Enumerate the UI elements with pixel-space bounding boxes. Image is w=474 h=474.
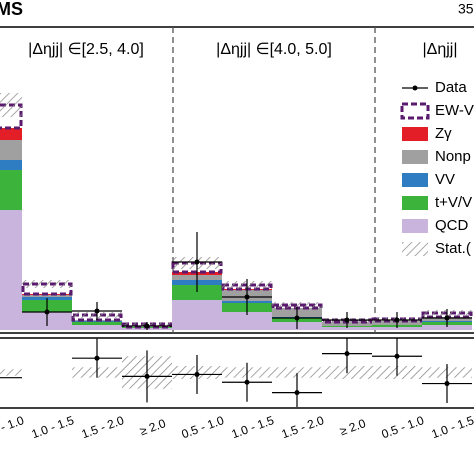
uncertainty-band [0, 93, 22, 117]
group-label: |Δηjj| [422, 41, 457, 58]
data-point [144, 323, 150, 329]
ratio-point [94, 355, 100, 361]
legend: Data EW-V Zγ Nonp VV t+V/V QCD Stat.( [400, 79, 474, 257]
legend-symbol [412, 85, 418, 91]
ratio-point [144, 373, 150, 379]
legend-symbol [402, 127, 428, 141]
bar-segment [72, 322, 122, 325]
x-tick-label: ≥ 2.0 [338, 416, 368, 438]
ratio-frame [0, 337, 474, 409]
ratio-point [194, 371, 200, 377]
ratio-point [244, 379, 250, 385]
data-point [444, 315, 450, 321]
data-point [44, 309, 50, 315]
ratio-point [344, 351, 350, 357]
data-point [194, 259, 200, 265]
bar-segment [0, 128, 22, 140]
bar-segment [372, 327, 422, 330]
legend-label: EW-V [435, 102, 474, 119]
legend-label: Data [435, 79, 467, 96]
legend-label: t+V/V [435, 194, 472, 211]
x-tick-label: 0.5 - 1.0 [380, 413, 426, 441]
data-point [294, 315, 300, 321]
uncertainty-band [272, 302, 322, 308]
legend-label: Stat.( [435, 240, 471, 257]
legend-symbol [402, 150, 428, 164]
ratio-point [394, 353, 400, 359]
x-tick-label: 1.0 - 1.5 [430, 413, 474, 441]
data-point [344, 317, 350, 323]
bar-segment [322, 327, 372, 330]
legend-symbol [402, 242, 428, 256]
lumi: 35 [458, 1, 474, 17]
x-tick-label: 1.5 - 2.0 [280, 413, 326, 441]
x-tick-label: 0.5 - 1.0 [0, 413, 26, 441]
bar-segment [172, 300, 222, 330]
bar-segment [422, 325, 472, 330]
header: MS [0, 0, 23, 19]
legend-symbol [402, 173, 428, 187]
ratio-point [444, 381, 450, 387]
data-point [94, 308, 100, 314]
uncertainty-band [22, 280, 72, 288]
group-label: |Δηjj| ∈[2.5, 4.0] [28, 41, 144, 58]
x-tick-label: 1.0 - 1.5 [230, 413, 276, 441]
ratio-point [294, 390, 300, 396]
x-tick-label: 0.5 - 1.0 [180, 413, 226, 441]
bar-segment [222, 312, 272, 330]
x-tick-label: 1.0 - 1.5 [30, 413, 76, 441]
legend-label: Nonp [435, 148, 471, 165]
legend-symbol [400, 102, 430, 120]
bar-segment [72, 325, 122, 330]
bar-segment [0, 160, 22, 170]
data-point [244, 294, 250, 300]
bar-segment [22, 295, 72, 297]
ratio-uncertainty [0, 369, 22, 376]
legend-symbol [402, 196, 428, 210]
legend-symbol [402, 219, 428, 233]
data-point [394, 317, 400, 323]
bar-segment [0, 140, 22, 160]
legend-label: VV [435, 171, 455, 188]
group-label: |Δηjj| ∈[4.0, 5.0] [216, 41, 332, 58]
x-tick-label: ≥ 2.0 [138, 416, 168, 438]
bar-segment [0, 170, 22, 210]
main-frame [0, 26, 474, 334]
legend-label: QCD [435, 217, 469, 234]
ratio-uncertainty [272, 367, 322, 378]
bar-segment [172, 285, 222, 300]
x-tick-label: 1.5 - 2.0 [80, 413, 126, 441]
bar-segment [0, 210, 22, 330]
legend-label: Zγ [435, 125, 452, 142]
